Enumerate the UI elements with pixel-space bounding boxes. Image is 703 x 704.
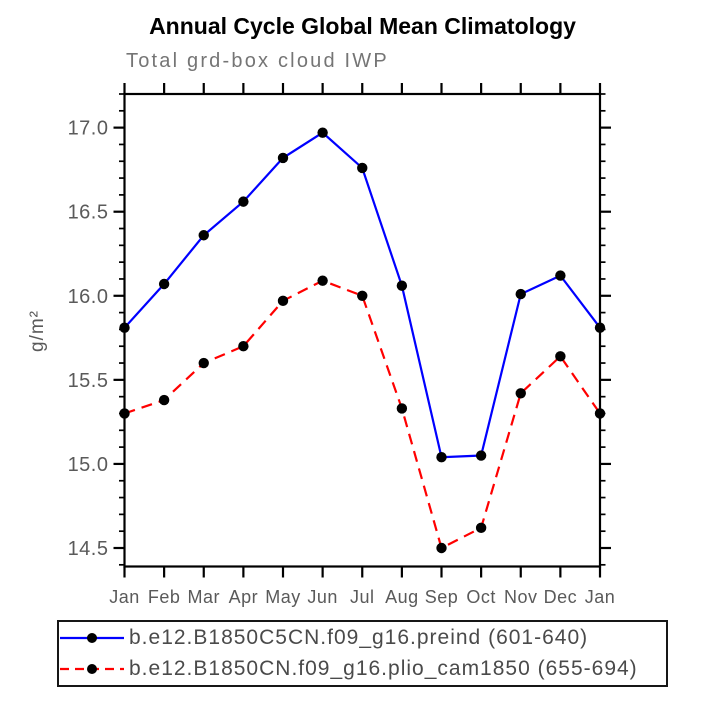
data-point-marker	[198, 230, 209, 241]
x-tick-label: Jan	[585, 587, 616, 607]
data-point-marker	[555, 351, 566, 362]
data-point-marker	[594, 322, 606, 333]
x-tick-label: Nov	[504, 587, 538, 607]
data-point-marker	[357, 290, 368, 301]
x-tick-label: Jan	[109, 587, 140, 607]
x-tick-label: Oct	[466, 587, 496, 607]
legend-line-sample-dashed	[60, 663, 124, 674]
series-markers-1	[119, 275, 606, 554]
data-point-marker	[277, 295, 289, 307]
data-point-marker	[317, 275, 328, 286]
legend-line-sample-solid	[60, 633, 124, 644]
series-line-1	[124, 279, 601, 550]
legend-label-plio: b.e12.B1850CN.f09_g16.plio_cam1850 (655-…	[129, 656, 638, 680]
data-point-marker	[594, 408, 606, 419]
data-point-marker	[277, 152, 289, 164]
legend-marker-dot	[87, 663, 97, 674]
legend: b.e12.B1850C5CN.f09_g16.preind (601-640)…	[57, 620, 668, 687]
y-tick-label: 15.5	[68, 370, 109, 392]
x-tick-label: Dec	[544, 587, 578, 607]
data-point-marker	[158, 394, 170, 406]
x-tick-label: Sep	[425, 587, 459, 607]
data-point-marker	[515, 288, 526, 300]
legend-item-preind: b.e12.B1850C5CN.f09_g16.preind (601-640)	[59, 624, 666, 652]
x-tick-label: Jul	[350, 587, 375, 607]
y-tick-label: 16.5	[68, 202, 109, 224]
data-point-marker	[119, 408, 130, 419]
legend-label-preind: b.e12.B1850C5CN.f09_g16.preind (601-640)	[129, 626, 589, 650]
data-point-marker	[238, 341, 249, 352]
data-point-marker	[475, 522, 487, 534]
data-point-marker	[317, 127, 328, 138]
x-tick-label: Aug	[385, 587, 419, 607]
chart-title: Annual Cycle Global Mean Climatology	[149, 13, 576, 39]
data-point-marker	[119, 322, 130, 333]
data-point-marker	[436, 452, 447, 463]
data-point-marker	[198, 357, 209, 369]
y-tick-label: 17.0	[68, 118, 109, 140]
x-tick-label: Jun	[307, 587, 338, 607]
legend-item-plio: b.e12.B1850CN.f09_g16.plio_cam1850 (655-…	[59, 655, 666, 683]
x-tick-label: Mar	[188, 587, 221, 607]
y-tick-label: 14.5	[68, 538, 109, 560]
x-tick-label: Apr	[229, 587, 259, 607]
data-point-marker	[555, 270, 566, 281]
x-tick-label: May	[265, 587, 301, 607]
data-point-marker	[396, 403, 408, 414]
y-axis-labels: 14.5 15.0 15.5 16.0 16.5 17.0	[68, 118, 109, 560]
y-tick-label: 15.0	[68, 454, 109, 476]
y-axis-title: g/m²	[27, 310, 48, 352]
data-point-marker	[238, 196, 249, 207]
data-point-marker	[475, 450, 487, 461]
data-point-marker	[158, 278, 170, 290]
chart-subtitle: Total grd-box cloud IWP	[126, 50, 389, 72]
series-markers-0	[119, 127, 606, 463]
legend-marker-dot	[87, 633, 97, 644]
y-tick-label: 16.0	[68, 286, 109, 308]
data-point-marker	[515, 388, 526, 399]
x-axis-labels: Jan Feb Mar Apr May Jun Jul Aug Sep Oct Nov Dec Jan	[109, 587, 615, 607]
data-point-marker	[357, 162, 368, 174]
axis-major-ticks	[113, 83, 611, 578]
x-tick-label: Feb	[148, 587, 181, 607]
data-point-marker	[436, 542, 447, 554]
data-point-marker	[396, 280, 408, 291]
